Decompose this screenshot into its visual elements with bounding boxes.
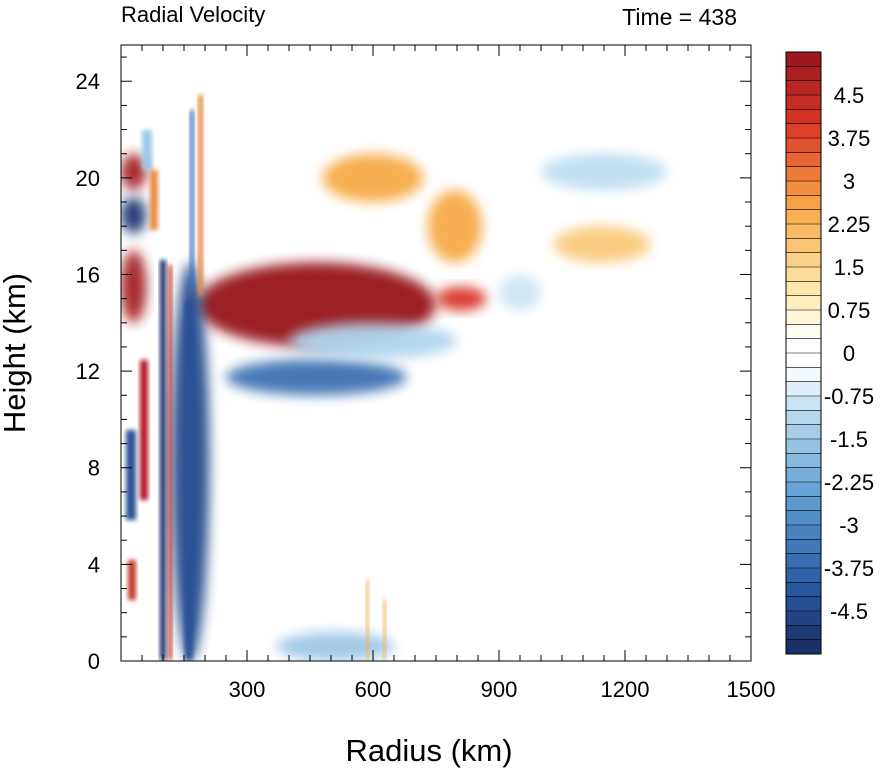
colorbar-label: 1.5 — [834, 255, 865, 280]
y-tick-label: 12 — [76, 359, 100, 384]
colorbar-bin — [786, 453, 821, 469]
y-axis-label: Height (km) — [0, 273, 32, 433]
colorbar-bin — [786, 467, 821, 483]
colorbar-bin — [786, 281, 821, 297]
x-tick-label: 1200 — [601, 677, 650, 702]
colorbar-label: 4.5 — [834, 83, 865, 108]
colorbar-bin — [786, 353, 821, 368]
colorbar-label: -0.75 — [824, 384, 874, 409]
colorbar-bin — [786, 539, 821, 555]
field-feature — [225, 359, 407, 396]
colorbar-bin — [786, 611, 821, 626]
field-feature — [553, 226, 651, 263]
colorbar-label: 0.75 — [828, 298, 871, 323]
field-feature — [541, 153, 667, 190]
y-tick-label: 0 — [88, 649, 100, 674]
colorbar-bin — [786, 195, 821, 211]
colorbar-label: -3.75 — [824, 556, 874, 581]
colorbar-bin — [786, 439, 821, 454]
y-tick-label: 4 — [88, 552, 100, 577]
x-tick-label: 1500 — [727, 677, 776, 702]
colorbar-bin — [786, 381, 821, 397]
title-left: Radial Velocity — [121, 2, 265, 27]
colorbar-bin — [786, 109, 821, 125]
colorbar-label: -3 — [839, 513, 859, 538]
field-feature — [121, 197, 147, 234]
title-right: Time = 438 — [622, 4, 737, 30]
colorbar-bin — [786, 123, 821, 139]
colorbar-bin — [786, 582, 821, 598]
colorbar-bin — [786, 553, 821, 569]
field-feature — [499, 274, 541, 311]
colorbar-bin — [786, 324, 821, 340]
colorbar-bin — [786, 396, 821, 411]
x-tick-label: 900 — [481, 677, 518, 702]
colorbar-bin — [786, 224, 821, 239]
colorbar-bin — [786, 209, 821, 225]
y-tick-labels: 0 4 8 12 16 20 24 — [76, 69, 100, 674]
colorbar-bin — [786, 238, 821, 254]
colorbar-bin — [786, 95, 821, 110]
x-tick-labels: 300 600 900 1200 1500 — [229, 677, 776, 702]
colorbar-frame — [785, 51, 822, 655]
field-feature — [322, 153, 424, 203]
colorbar-bin — [786, 267, 821, 282]
y-tick-label: 24 — [76, 69, 100, 94]
colorbar-bin — [786, 510, 821, 526]
x-axis-label: Radius (km) — [345, 733, 512, 768]
colorbar-bin — [786, 625, 821, 641]
colorbar-bin — [786, 367, 821, 383]
plot-background — [121, 45, 751, 661]
colorbar-bin — [786, 66, 821, 82]
colorbar-label: -4.5 — [830, 599, 868, 624]
colorbar-label: 3 — [843, 169, 855, 194]
colorbar-bin — [786, 496, 821, 512]
colorbar-bin — [786, 166, 821, 182]
field-feature — [436, 286, 487, 311]
colorbar-bin — [786, 295, 821, 311]
colorbar-bin — [786, 310, 821, 325]
colorbar-label: 3.75 — [828, 126, 871, 151]
colorbar-bin — [786, 252, 821, 268]
field-feature — [289, 322, 457, 360]
colorbar-bin — [786, 410, 821, 426]
colorbar-bin — [786, 482, 821, 497]
colorbar-bin — [786, 338, 821, 354]
colorbar-bin — [786, 568, 821, 583]
colorbar-bin — [786, 424, 821, 440]
colorbar-label: -2.25 — [824, 470, 874, 495]
colorbar-label: -1.5 — [830, 427, 868, 452]
colorbar-labels: 4.5 3.75 3 2.25 1.5 0.75 0 -0.75 -1.5 -2.25 -3 -3.7… — [824, 83, 874, 624]
colorbar-label: 2.25 — [828, 212, 871, 237]
y-tick-label: 8 — [88, 456, 100, 481]
x-tick-label: 600 — [355, 677, 392, 702]
y-tick-label: 16 — [76, 262, 100, 287]
field-feature — [121, 250, 147, 323]
colorbar-bin — [786, 181, 821, 196]
eyewall-streaks — [126, 95, 386, 660]
colorbar-bin — [786, 639, 821, 655]
colorbar-bin — [786, 596, 821, 612]
field-feature — [276, 632, 395, 661]
field-feature — [427, 189, 483, 263]
colorbar-bin — [786, 525, 821, 540]
field-feature — [121, 153, 147, 190]
axis-ticks — [120, 45, 752, 662]
colorbar-bin — [786, 52, 821, 67]
colorbar-bin — [786, 80, 821, 96]
x-tick-label: 300 — [229, 677, 266, 702]
y-tick-label: 20 — [76, 166, 100, 191]
colorbar-bin — [786, 138, 821, 153]
colorbar — [785, 51, 822, 655]
colorbar-bin — [786, 152, 821, 168]
colorbar-label: 0 — [843, 341, 855, 366]
